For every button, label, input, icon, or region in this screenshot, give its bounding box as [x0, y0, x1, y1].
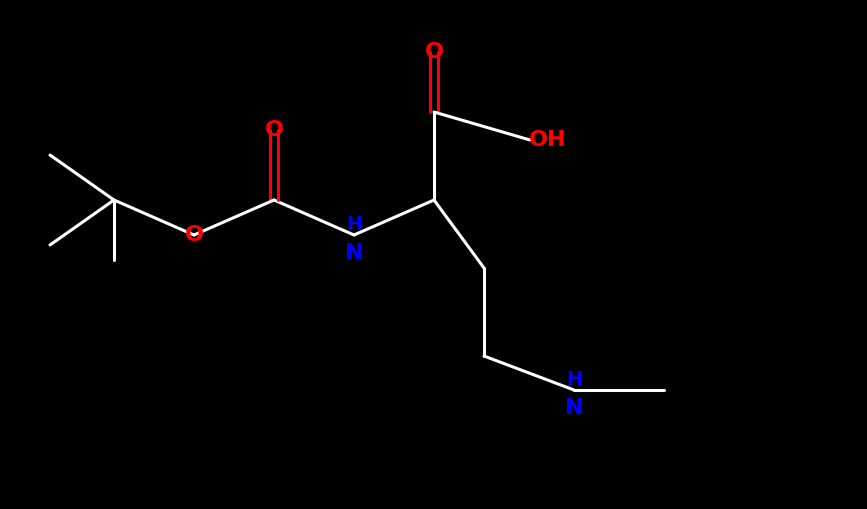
Text: O: O	[264, 120, 284, 140]
Text: N: N	[564, 398, 583, 418]
Text: H: H	[566, 370, 582, 389]
Text: OH: OH	[529, 130, 567, 150]
Text: O: O	[425, 42, 444, 62]
Text: O: O	[185, 225, 204, 245]
Text: H: H	[346, 215, 362, 234]
Text: N: N	[345, 243, 363, 263]
